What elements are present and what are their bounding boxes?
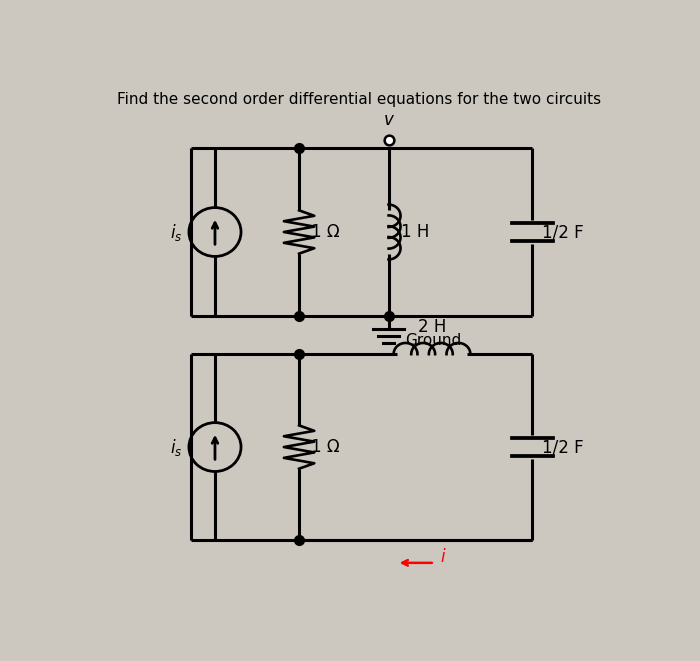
Text: 1/2 F: 1/2 F bbox=[542, 438, 584, 456]
Text: 1 H: 1 H bbox=[400, 223, 429, 241]
Text: 1 Ω: 1 Ω bbox=[311, 223, 340, 241]
Text: 1/2 F: 1/2 F bbox=[542, 223, 584, 241]
Text: 1 Ω: 1 Ω bbox=[311, 438, 340, 456]
Text: Find the second order differential equations for the two circuits: Find the second order differential equat… bbox=[117, 92, 601, 107]
Text: $i_s$: $i_s$ bbox=[170, 436, 183, 457]
Text: $i_s$: $i_s$ bbox=[170, 221, 183, 243]
Text: 2 H: 2 H bbox=[418, 319, 446, 336]
Text: Ground: Ground bbox=[405, 332, 461, 348]
Text: $v$: $v$ bbox=[383, 111, 395, 129]
Text: $i$: $i$ bbox=[440, 548, 447, 566]
